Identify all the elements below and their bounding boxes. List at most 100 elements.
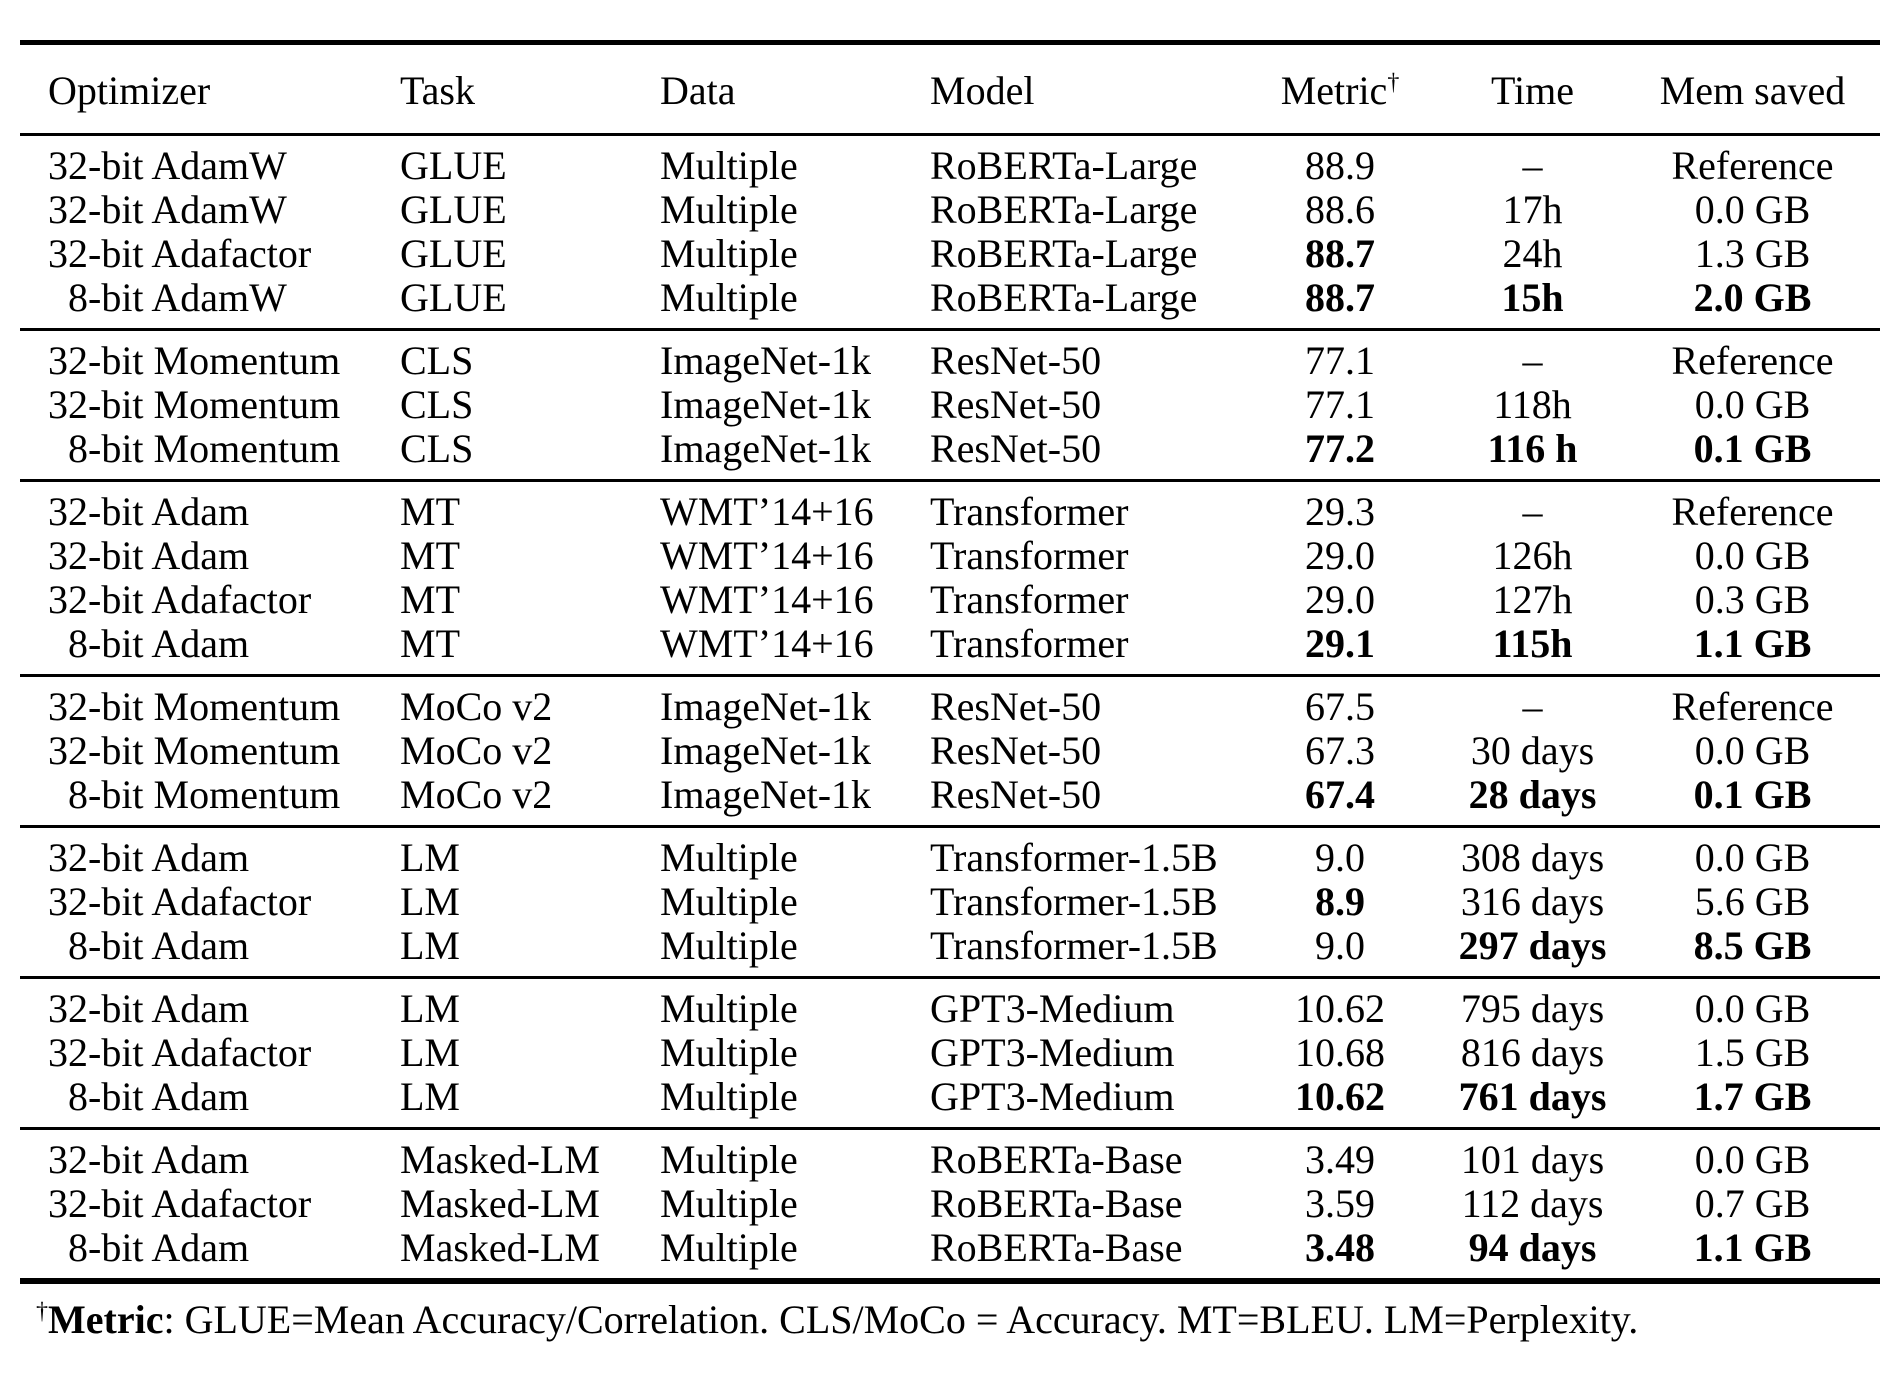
cell-model: GPT3-Medium bbox=[930, 1075, 1175, 1119]
cell-data: WMT’14+16 bbox=[660, 622, 874, 666]
cell-metric: 10.62 bbox=[1295, 1075, 1385, 1119]
cell-metric: 9.0 bbox=[1315, 924, 1365, 968]
cell-optimizer: 32-bit Adafactor bbox=[48, 1182, 312, 1226]
cell-metric: 88.7 bbox=[1305, 232, 1375, 276]
cell-data: WMT’14+16 bbox=[660, 489, 874, 534]
table-row: 32-bit Momentum CLS ImageNet-1k ResNet-50 77… bbox=[20, 330, 1880, 384]
cell-time: 17h bbox=[1502, 188, 1563, 232]
column-header-data: Data bbox=[660, 42, 930, 136]
cell-task: LM bbox=[400, 1075, 460, 1119]
table-row: 32-bit Momentum MoCo v2 ImageNet-1k ResNet-… bbox=[20, 676, 1880, 730]
table-row: 8-bit Adam LM Multiple GPT3-Medium 10.62 761 … bbox=[20, 1075, 1880, 1129]
table-row: 32-bit Adafactor LM Multiple Transformer-1.… bbox=[20, 880, 1880, 924]
cell-data: Multiple bbox=[660, 986, 798, 1031]
cell-optimizer: 32-bit Adafactor bbox=[48, 1031, 312, 1075]
cell-task: Masked-LM bbox=[400, 1226, 600, 1270]
cell-data: ImageNet-1k bbox=[660, 773, 872, 817]
cell-metric: 8.9 bbox=[1315, 880, 1365, 924]
cell-model: Transformer bbox=[930, 534, 1129, 578]
cell-mem-saved: 1.7 GB bbox=[1693, 1075, 1812, 1119]
cell-data: Multiple bbox=[660, 1182, 798, 1226]
cell-mem-saved: 0.1 GB bbox=[1693, 427, 1812, 471]
table-row: 32-bit Adam LM Multiple Transformer-1.5B 9.0… bbox=[20, 827, 1880, 881]
cell-data: Multiple bbox=[660, 835, 798, 880]
cell-model: Transformer-1.5B bbox=[930, 924, 1218, 968]
cell-task: Masked-LM bbox=[400, 1182, 600, 1226]
cell-optimizer: 8-bit Adam bbox=[68, 622, 250, 666]
cell-task: MT bbox=[400, 489, 460, 534]
table-row: 32-bit AdamW GLUE Multiple RoBERTa-Large 88.… bbox=[20, 135, 1880, 189]
cell-mem-saved: 0.0 GB bbox=[1694, 383, 1811, 427]
cell-task: CLS bbox=[400, 338, 474, 383]
cell-time: 112 days bbox=[1461, 1182, 1604, 1226]
cell-optimizer: 8-bit Adam bbox=[68, 924, 250, 968]
cell-data: Multiple bbox=[660, 188, 798, 232]
cell-optimizer: 32-bit AdamW bbox=[48, 143, 287, 188]
cell-metric: 10.68 bbox=[1295, 1031, 1385, 1075]
cell-model: Transformer bbox=[930, 622, 1129, 666]
column-header-time: Time bbox=[1440, 42, 1625, 136]
table-row: 8-bit Adam MT WMT’14+16 Transformer 29.1 115h… bbox=[20, 622, 1880, 676]
cell-time: 30 days bbox=[1470, 729, 1595, 773]
cell-metric: 3.49 bbox=[1305, 1137, 1375, 1182]
dagger-superscript-icon: † bbox=[1387, 69, 1400, 96]
cell-optimizer: 32-bit Adafactor bbox=[48, 880, 312, 924]
cell-time: 761 days bbox=[1458, 1075, 1607, 1119]
cell-data: Multiple bbox=[660, 924, 798, 968]
cell-time: 115h bbox=[1492, 622, 1573, 666]
cell-model: RoBERTa-Large bbox=[930, 188, 1198, 232]
table-row: 8-bit Adam LM Multiple Transformer-1.5B 9.0 2… bbox=[20, 924, 1880, 978]
cell-metric: 77.1 bbox=[1305, 338, 1375, 383]
cell-time: 816 days bbox=[1460, 1031, 1605, 1075]
paper-table-page: Optimizer Task Data Model Metric† Time M… bbox=[20, 40, 1880, 1342]
cell-mem-saved: 2.0 GB bbox=[1693, 276, 1812, 320]
cell-optimizer: 32-bit AdamW bbox=[48, 188, 287, 232]
table-group-5: 32-bit Adam LM Multiple Transformer-1.5B 9.0… bbox=[20, 826, 1880, 978]
cell-metric: 9.0 bbox=[1315, 835, 1365, 880]
table-group-7: 32-bit Adam Masked-LM Multiple RoBERTa-Base… bbox=[20, 1128, 1880, 1282]
cell-mem-saved: 1.1 GB bbox=[1693, 622, 1812, 666]
cell-model: RoBERTa-Base bbox=[930, 1182, 1183, 1226]
cell-metric: 29.0 bbox=[1305, 578, 1375, 622]
cell-model: ResNet-50 bbox=[930, 729, 1102, 773]
cell-mem-saved: Reference bbox=[1671, 143, 1834, 188]
cell-mem-saved: Reference bbox=[1671, 489, 1834, 534]
cell-model: GPT3-Medium bbox=[930, 986, 1175, 1031]
cell-metric: 67.4 bbox=[1305, 773, 1375, 817]
cell-optimizer: 32-bit Adam bbox=[48, 835, 250, 880]
footnote-label: Metric bbox=[48, 1297, 164, 1342]
cell-task: LM bbox=[400, 1031, 460, 1075]
cell-model: ResNet-50 bbox=[930, 684, 1102, 729]
cell-data: Multiple bbox=[660, 143, 798, 188]
cell-task: CLS bbox=[400, 383, 474, 427]
cell-metric: 3.48 bbox=[1305, 1226, 1375, 1270]
cell-task: LM bbox=[400, 924, 460, 968]
table-row: 8-bit AdamW GLUE Multiple RoBERTa-Large 88.7… bbox=[20, 276, 1880, 330]
cell-metric: 88.7 bbox=[1305, 276, 1375, 320]
cell-metric: 88.9 bbox=[1305, 143, 1375, 188]
cell-model: RoBERTa-Large bbox=[930, 276, 1198, 320]
table-row: 32-bit Momentum CLS ImageNet-1k ResNet-50 77… bbox=[20, 383, 1880, 427]
cell-task: MT bbox=[400, 622, 460, 666]
cell-mem-saved: 8.5 GB bbox=[1693, 924, 1812, 968]
cell-model: GPT3-Medium bbox=[930, 1031, 1175, 1075]
cell-task: MT bbox=[400, 578, 460, 622]
column-header-mem-saved: Mem saved bbox=[1625, 42, 1880, 136]
cell-optimizer: 32-bit Momentum bbox=[48, 383, 341, 427]
cell-mem-saved: 0.0 GB bbox=[1694, 188, 1811, 232]
cell-task: GLUE bbox=[400, 276, 507, 320]
cell-task: CLS bbox=[400, 427, 474, 471]
cell-data: ImageNet-1k bbox=[660, 427, 872, 471]
table-group-4: 32-bit Momentum MoCo v2 ImageNet-1k ResNet-… bbox=[20, 675, 1880, 827]
table-row: 8-bit Momentum CLS ImageNet-1k ResNet-50 77.… bbox=[20, 427, 1880, 481]
column-header-model: Model bbox=[930, 42, 1240, 136]
column-header-metric: Metric† bbox=[1240, 42, 1440, 136]
footnote-text: : GLUE=Mean Accuracy/Correlation. CLS/Mo… bbox=[163, 1297, 1639, 1342]
cell-mem-saved: 1.1 GB bbox=[1693, 1226, 1812, 1270]
cell-time: 116 h bbox=[1487, 427, 1578, 471]
cell-time: 15h bbox=[1501, 276, 1564, 320]
cell-mem-saved: 0.1 GB bbox=[1693, 773, 1812, 817]
cell-task: MoCo v2 bbox=[400, 773, 553, 817]
cell-data: Multiple bbox=[660, 1137, 798, 1182]
table-row: 8-bit Adam Masked-LM Multiple RoBERTa-Base 3… bbox=[20, 1226, 1880, 1281]
